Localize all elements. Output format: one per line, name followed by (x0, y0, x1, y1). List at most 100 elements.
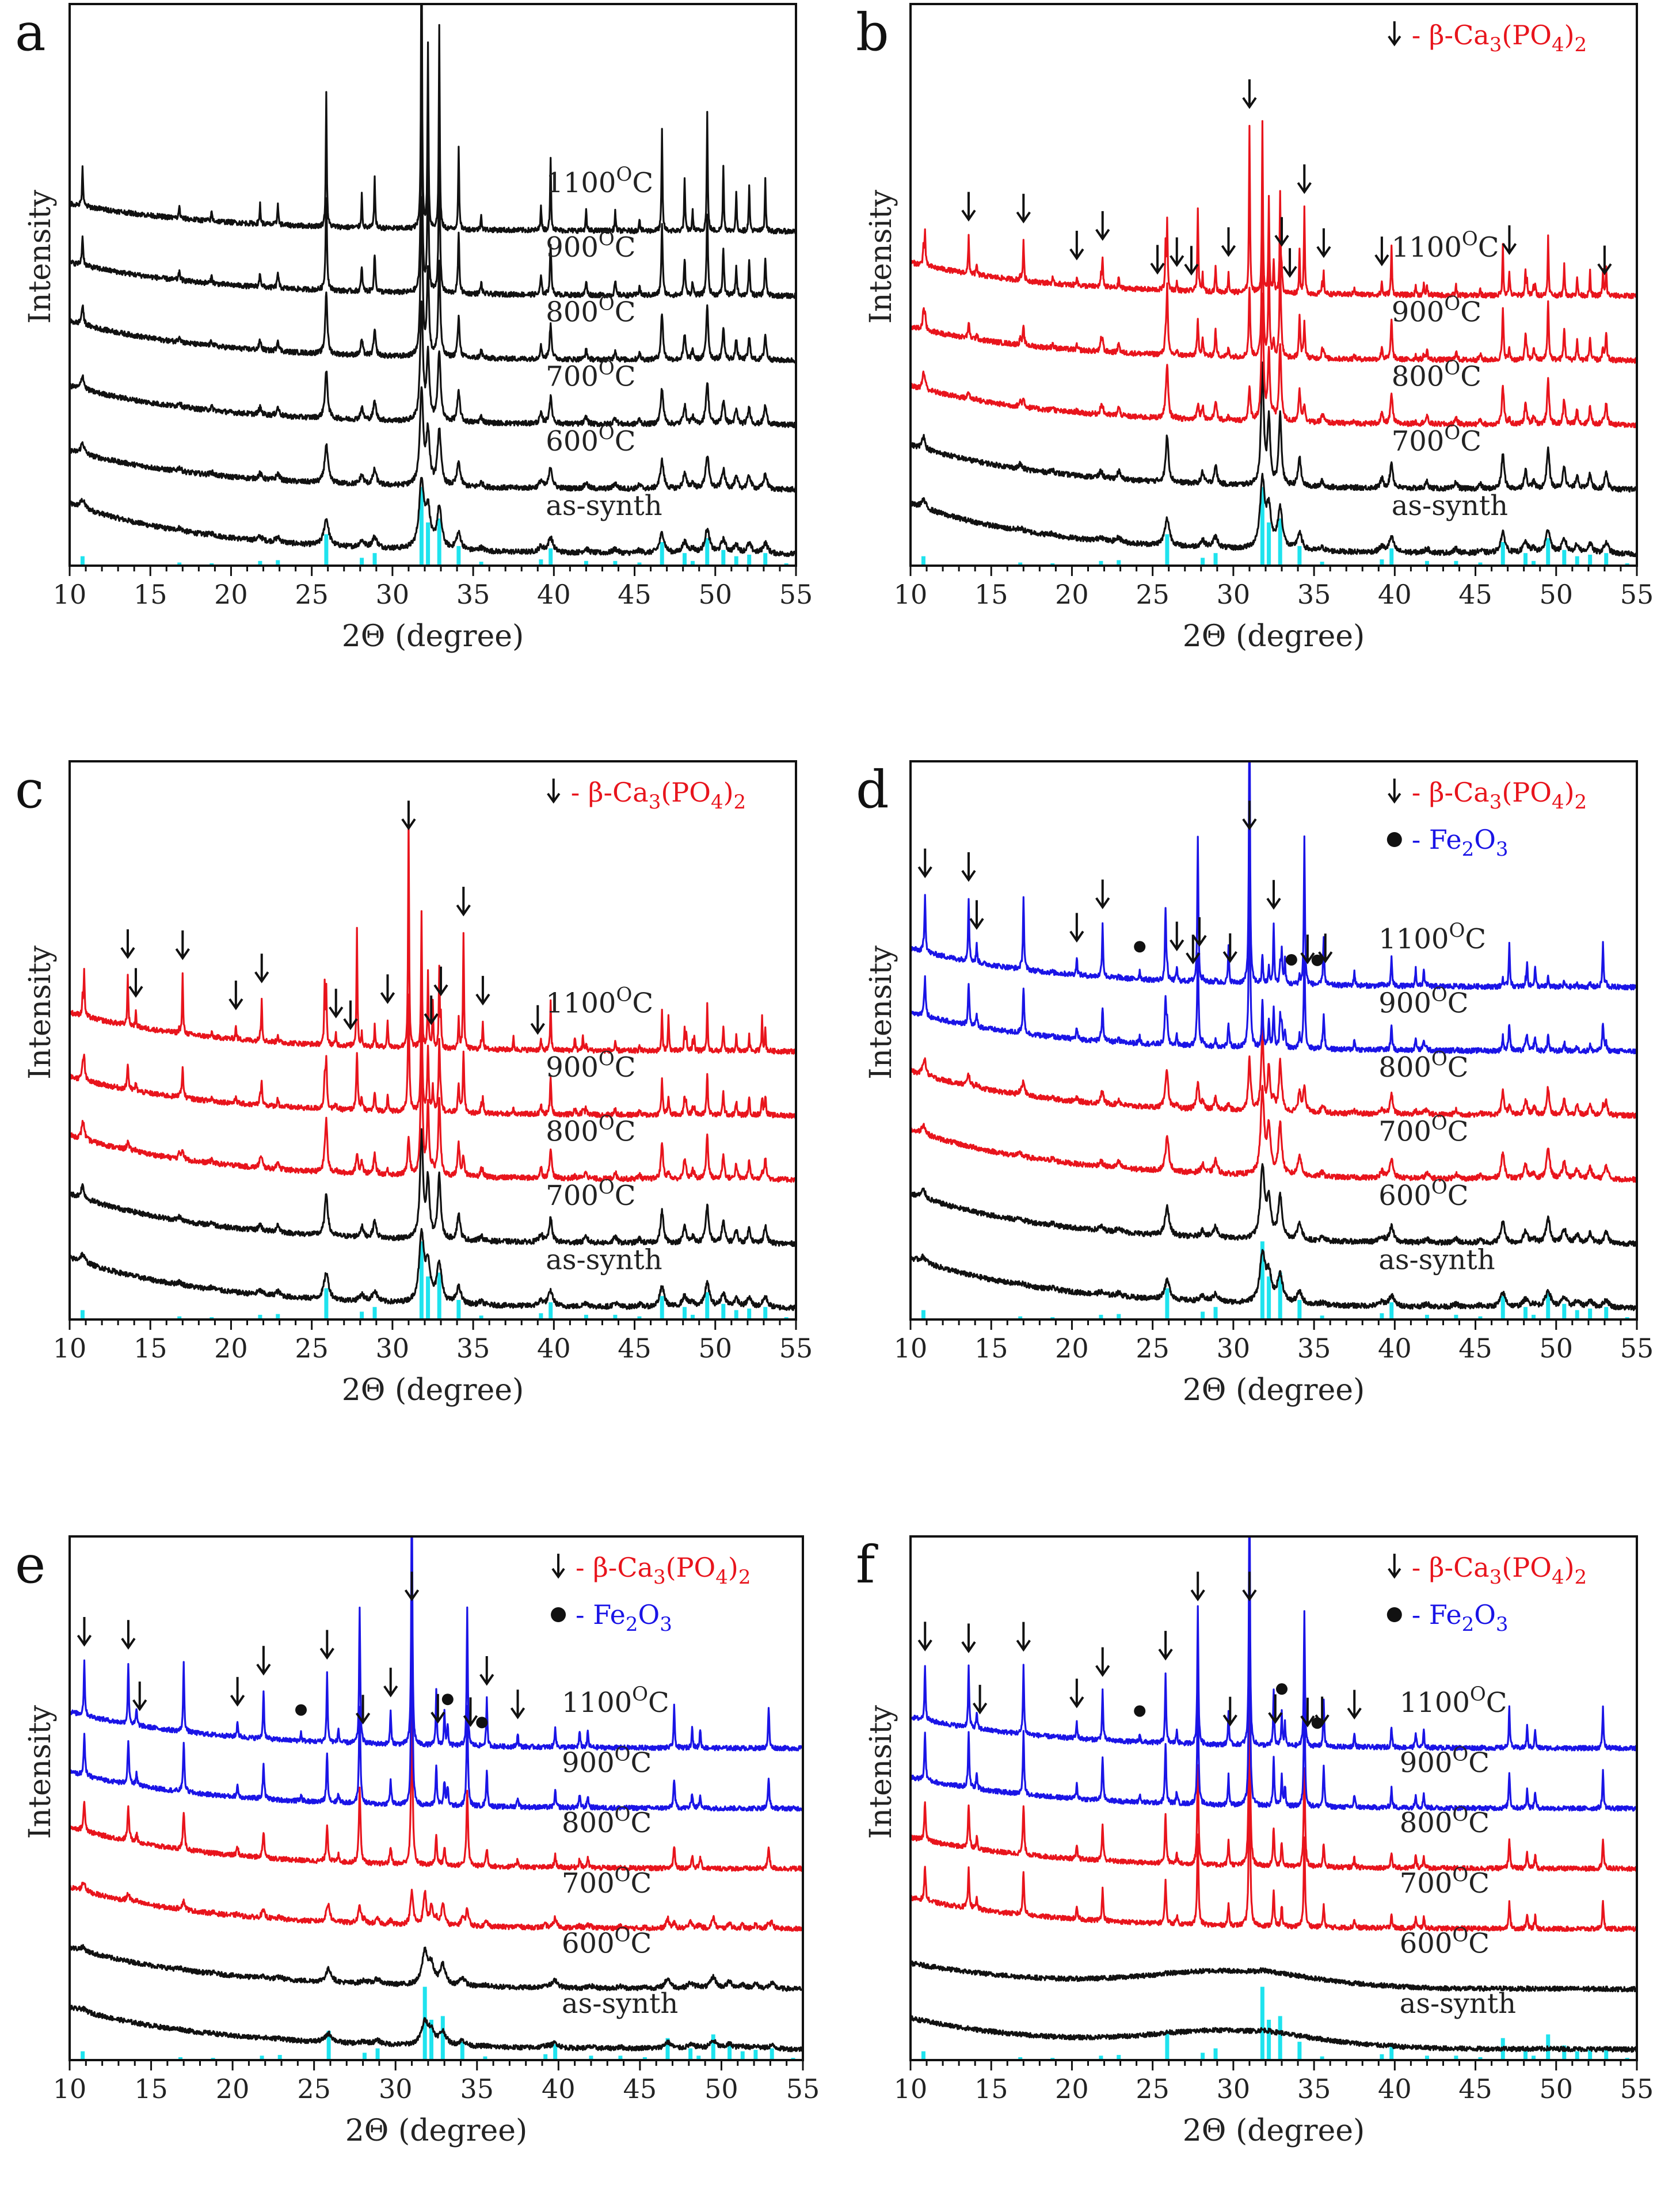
trace-label: 600OC (1378, 1176, 1468, 1212)
tcp-arrow-icon (121, 1620, 136, 1650)
trace-label-temp: 700 (1400, 1867, 1453, 1900)
trace-label-sup: O (1431, 1047, 1448, 1070)
x-tick-label: 35 (456, 579, 490, 610)
tcp-arrow-icon (424, 995, 439, 1025)
trace-label-temp: as-synth (546, 490, 662, 522)
trace-label-unit: C (615, 1116, 636, 1148)
trace-900 (911, 860, 1637, 1055)
trace-800 (911, 1027, 1637, 1119)
tcp-arrow-icon (1597, 245, 1612, 276)
trace-label-sup: O (1444, 292, 1460, 315)
trace-label-unit: C (1468, 1747, 1490, 1779)
legend-text-part: - β-Ca (576, 1552, 653, 1583)
tcp-arrow-icon (1192, 917, 1207, 947)
x-tick-label: 15 (974, 1333, 1008, 1364)
tcp-arrow-icon (475, 975, 490, 1006)
trace-label-unit: C (615, 296, 636, 328)
trace-label-sup: O (1431, 1112, 1448, 1135)
tcp-arrow-icon (1297, 164, 1312, 194)
trace-label-temp: 800 (546, 296, 599, 328)
tcp-arrow-icon (128, 968, 143, 998)
tcp-arrow-icon (256, 1646, 271, 1676)
trace-label-sup: O (599, 1047, 615, 1070)
trace-600 (70, 1944, 803, 1992)
trace-900 (911, 1558, 1637, 1812)
tcp-arrow-icon (132, 1681, 147, 1711)
trace-label: 700OC (546, 1176, 635, 1212)
panel-letter: e (15, 1535, 45, 1595)
legend-arrow-icon (1388, 21, 1401, 47)
trace-label: as-synth (562, 1988, 678, 2020)
legend-text-part: 3 (1490, 791, 1502, 814)
fe2o3-dot-icon (1311, 1717, 1323, 1729)
tcp-arrow-icon (380, 974, 395, 1004)
tcp-arrow-icon (961, 1623, 976, 1653)
trace-label-sup: O (1449, 919, 1465, 942)
trace-label-temp: 700 (546, 1180, 599, 1212)
x-tick-label: 30 (1217, 2073, 1251, 2104)
trace-900 (70, 1604, 803, 1812)
x-tick-label: 35 (1297, 1333, 1331, 1364)
x-axis-title: 2Θ (degree) (1183, 619, 1365, 654)
trace-label: as-synth (1392, 490, 1508, 522)
trace-label-unit: C (648, 1687, 669, 1719)
tcp-arrow-icon (1274, 217, 1289, 247)
trace-label-temp: as-synth (562, 1988, 678, 2020)
trace-label: 700OC (1378, 1112, 1468, 1148)
tcp-arrow-icon (456, 886, 471, 917)
trace-label-sup: O (1452, 1803, 1468, 1826)
tcp-arrow-icon (1300, 935, 1315, 964)
tcp-arrow-icon (1222, 1696, 1237, 1727)
trace-label-unit: C (1468, 1807, 1490, 1839)
trace-900 (70, 56, 796, 299)
fe2o3-dot-icon (295, 1704, 307, 1716)
trace-label: 600OC (562, 1923, 652, 1959)
tcp-arrow-icon (431, 1694, 445, 1724)
trace-label-sup: O (632, 1683, 648, 1706)
fe2o3-dot-icon (1285, 954, 1297, 966)
legend-arrow-icon (1388, 1554, 1401, 1579)
trace-label-unit: C (615, 231, 636, 264)
trace-label-temp: 1100 (546, 987, 616, 1020)
x-tick-label: 50 (1540, 579, 1574, 610)
legend-text-part: ) (1564, 777, 1575, 808)
tcp-arrow-icon (530, 1005, 545, 1035)
tcp-arrow-icon (254, 954, 269, 983)
trace-label-temp: 700 (1378, 1116, 1431, 1148)
plot-area (911, 120, 1637, 566)
x-tick-label: 15 (974, 2073, 1008, 2104)
axes-frame (68, 1535, 804, 2061)
legend-arrow-icon (551, 1554, 565, 1579)
trace-800 (70, 196, 796, 364)
trace-label-sup: O (616, 983, 632, 1006)
tcp-arrow-icon (1016, 193, 1031, 224)
plot-area (70, 1536, 803, 2060)
trace-label-sup: O (1452, 1863, 1468, 1886)
tcp-arrow-icon (1158, 1631, 1173, 1661)
trace-1100 (70, 4, 796, 235)
trace-label: 800OC (1378, 1047, 1468, 1084)
trace-label-sup: O (1452, 1743, 1468, 1766)
trace-label: as-synth (1378, 1244, 1495, 1276)
tcp-arrow-icon (961, 852, 976, 882)
legend-text-part: 4 (715, 1566, 728, 1589)
trace-label-sup: O (599, 421, 615, 444)
legend-text-part: (PO (1502, 1552, 1552, 1583)
legend-text-part: 2 (1575, 791, 1587, 814)
tcp-arrow-icon (77, 1617, 92, 1647)
trace-label: 900OC (1378, 983, 1468, 1020)
x-tick-label: 55 (1620, 2073, 1654, 2104)
trace-label-unit: C (1468, 1867, 1490, 1900)
trace-700 (70, 1128, 796, 1248)
tcp-arrow-icon (1374, 237, 1389, 266)
trace-label-unit: C (615, 1180, 636, 1212)
trace-label-sup: O (616, 163, 632, 186)
trace-label-temp: 800 (1400, 1807, 1453, 1839)
x-tick-label: 35 (460, 2073, 494, 2104)
tcp-arrow-icon (401, 800, 416, 830)
trace-label-temp: 600 (1378, 1180, 1431, 1212)
plot-area (911, 761, 1637, 1319)
legend-text-part: (PO (1502, 777, 1552, 808)
y-axis-title: Intensity (23, 189, 58, 323)
